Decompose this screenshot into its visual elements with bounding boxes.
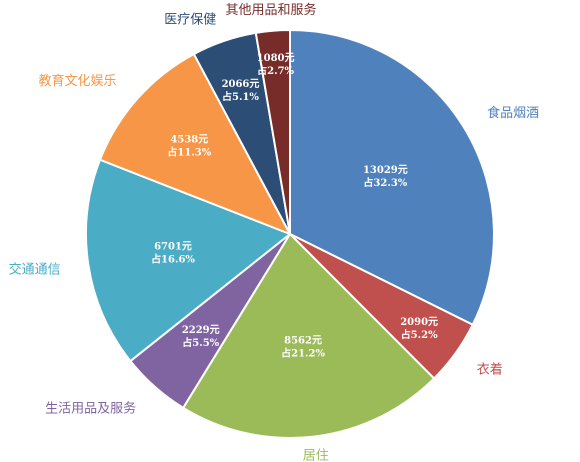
pie-slice	[254, 28, 291, 235]
slice-category-label: 教育文化娱乐	[39, 73, 117, 89]
slice-value-label: 6701元	[154, 241, 192, 253]
slice-percent-label: 占2.7%	[257, 64, 294, 77]
slice-value-label: 2066元	[222, 78, 260, 90]
slice-value-label: 2090元	[400, 316, 438, 328]
slice-percent-label: 占5.5%	[182, 336, 219, 349]
pie-slice	[85, 158, 292, 363]
slice-percent-label: 占5.2%	[401, 328, 438, 341]
slice-percent-label: 占16.6%	[151, 253, 195, 266]
slice-percent-label: 占21.2%	[281, 346, 325, 359]
slice-value-label: 4538元	[170, 134, 208, 146]
slice-category-label: 食品烟酒	[487, 105, 539, 121]
pie-slice	[98, 52, 293, 236]
slice-category-label: 其他用品和服务	[225, 2, 316, 18]
slice-category-label: 医疗保健	[164, 12, 216, 27]
pie-slice	[181, 232, 436, 439]
slice-value-label: 8562元	[284, 334, 322, 346]
slice-percent-label: 占32.3%	[363, 176, 407, 189]
slice-category-label: 衣着	[477, 361, 503, 377]
slice-value-label: 1080元	[257, 52, 295, 64]
slice-category-label: 生活用品及服务	[45, 401, 136, 417]
slice-percent-label: 占5.1%	[222, 90, 259, 103]
slice-category-label: 居住	[303, 448, 329, 462]
slice-value-label: 2229元	[182, 324, 220, 336]
slice-category-label: 交通通信	[9, 262, 61, 278]
slice-percent-label: 占11.3%	[167, 146, 211, 159]
slice-value-label: 13029元	[363, 164, 408, 176]
pie-slice	[289, 28, 495, 327]
